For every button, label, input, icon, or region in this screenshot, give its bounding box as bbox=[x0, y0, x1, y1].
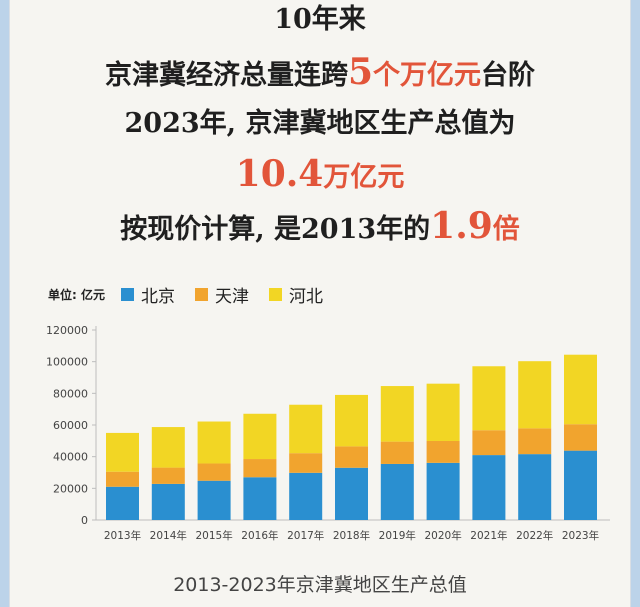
bar-segment-tianjin bbox=[151, 467, 185, 484]
bar-segment-hebei bbox=[518, 361, 552, 429]
bar-segment-tianjin bbox=[518, 428, 552, 455]
bar-segment-hebei bbox=[289, 404, 323, 454]
headline-line-1: 10年来 bbox=[10, 4, 630, 36]
bar-segment-hebei bbox=[564, 354, 597, 425]
bar-segment-hebei bbox=[197, 421, 231, 464]
headline-text: 10年来 bbox=[274, 4, 366, 35]
x-tick-label: 2022年 bbox=[516, 529, 553, 542]
highlight-number: 1.9 bbox=[430, 205, 493, 247]
bar-segment-tianjin bbox=[289, 453, 323, 473]
headline-line-3: 2023年, 京津冀地区生产总值为 bbox=[10, 108, 630, 140]
x-tick-label: 2013年 bbox=[104, 529, 141, 542]
x-tick-label: 2019年 bbox=[379, 529, 416, 542]
highlight-number: 10.4 bbox=[235, 153, 324, 195]
bar-segment-tianjin bbox=[380, 441, 414, 464]
x-tick-label: 2023年 bbox=[562, 529, 599, 542]
headline-text: 按现价计算, 是2013年的 bbox=[120, 214, 431, 245]
legend-swatch bbox=[194, 287, 208, 301]
bar-segment-beijing bbox=[380, 463, 414, 520]
bar-segment-beijing bbox=[197, 480, 231, 520]
headline-line-4: 10.4万亿元 bbox=[10, 156, 630, 194]
x-tick-label: 2016年 bbox=[241, 529, 278, 542]
bar-segment-beijing bbox=[426, 462, 460, 520]
legend-swatch bbox=[268, 287, 282, 301]
x-tick-label: 2017年 bbox=[287, 529, 324, 542]
x-tick-label: 2021年 bbox=[470, 529, 507, 542]
legend-item-beijing: 北京 bbox=[120, 282, 175, 307]
bar-segment-hebei bbox=[426, 383, 460, 441]
bar-segment-hebei bbox=[243, 413, 277, 460]
stacked-bar-chart: 0 20000 40000 60000 80000 100000 120000 2013年 20… bbox=[46, 324, 610, 542]
y-tick-label: 80000 bbox=[53, 387, 88, 400]
highlight-text: 倍 bbox=[492, 214, 520, 245]
headline-text: 台阶 bbox=[481, 60, 536, 91]
x-tick-label: 2014年 bbox=[150, 529, 187, 542]
bar-segment-beijing bbox=[518, 454, 552, 520]
bar-segment-beijing bbox=[335, 467, 368, 520]
highlight-number: 5 bbox=[347, 51, 374, 93]
bar-segment-tianjin bbox=[426, 440, 460, 463]
legend-swatch bbox=[120, 287, 134, 301]
bar-segment-tianjin bbox=[197, 463, 231, 481]
bar-segment-beijing bbox=[564, 450, 597, 520]
y-tick-label: 40000 bbox=[53, 451, 88, 464]
bar-segment-hebei bbox=[151, 427, 185, 468]
bar-segment-beijing bbox=[289, 472, 323, 520]
legend-label: 河北 bbox=[288, 286, 323, 307]
x-tick-label: 2015年 bbox=[195, 529, 232, 542]
chart-legend: 单位: 亿元 北京 天津 河北 bbox=[48, 282, 343, 307]
bar-segment-hebei bbox=[335, 394, 368, 447]
bar-segment-hebei bbox=[106, 432, 139, 472]
headline-line-5: 按现价计算, 是2013年的1.9倍 bbox=[10, 208, 630, 246]
headline-text: 2023年, 京津冀地区生产总值为 bbox=[124, 108, 516, 139]
y-tick-label: 60000 bbox=[53, 419, 88, 432]
legend-label: 北京 bbox=[140, 286, 175, 307]
x-tick-label: 2020年 bbox=[424, 529, 461, 542]
bar-segment-tianjin bbox=[472, 430, 506, 456]
highlight-text: 万亿元 bbox=[323, 162, 405, 193]
headline-line-2: 京津冀经济总量连跨5个万亿元台阶 bbox=[10, 54, 630, 92]
legend-item-hebei: 河北 bbox=[268, 282, 323, 307]
unit-label: 单位: 亿元 bbox=[48, 287, 105, 302]
headline-text: 京津冀经济总量连跨 bbox=[104, 60, 348, 91]
bar-segment-beijing bbox=[472, 455, 506, 520]
legend-label: 天津 bbox=[214, 286, 249, 307]
bar-segment-tianjin bbox=[243, 459, 277, 478]
bar-segment-hebei bbox=[472, 366, 506, 431]
bar-segment-beijing bbox=[243, 477, 277, 520]
y-tick-label: 0 bbox=[81, 514, 88, 527]
legend-item-tianjin: 天津 bbox=[194, 282, 249, 307]
bar-segment-beijing bbox=[151, 483, 185, 520]
y-tick-label: 100000 bbox=[46, 356, 88, 369]
infographic-card: 10年来 京津冀经济总量连跨5个万亿元台阶 2023年, 京津冀地区生产总值为 … bbox=[10, 0, 630, 607]
bar-segment-tianjin bbox=[106, 471, 139, 487]
bar-segment-tianjin bbox=[335, 446, 368, 468]
highlight-text: 个万亿元 bbox=[373, 60, 482, 91]
bar-segment-beijing bbox=[106, 486, 139, 520]
x-tick-label: 2018年 bbox=[333, 529, 370, 542]
bar-segment-hebei bbox=[380, 386, 414, 442]
chart-title: 2013-2023年京津冀地区生产总值 bbox=[173, 574, 467, 596]
y-tick-label: 20000 bbox=[53, 482, 88, 495]
bar-segment-tianjin bbox=[564, 424, 597, 451]
y-tick-label: 120000 bbox=[46, 324, 88, 337]
